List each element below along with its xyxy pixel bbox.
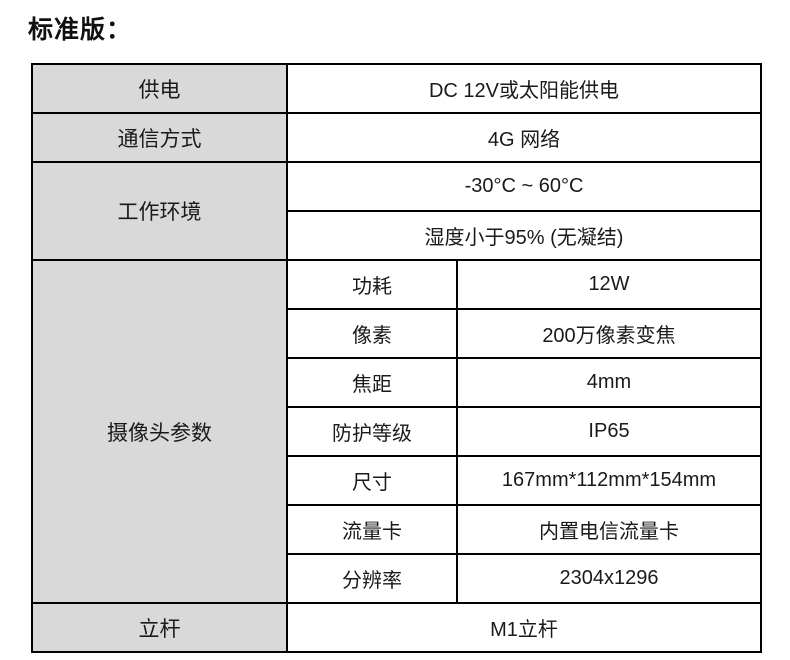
param-name-pixels: 像素 bbox=[286, 308, 458, 359]
row-value-temperature-range: -30°C ~ 60°C bbox=[286, 161, 762, 212]
param-name-power-consumption: 功耗 bbox=[286, 259, 458, 310]
table-row-camera-sim-card: 流量卡 内置电信流量卡 bbox=[32, 504, 762, 555]
table-row-camera-focal-length: 焦距 4mm bbox=[32, 357, 762, 408]
row-label-communication: 通信方式 bbox=[31, 112, 288, 163]
table-row-camera-pixels: 像素 200万像素变焦 bbox=[32, 308, 762, 359]
param-name-sim-card: 流量卡 bbox=[286, 504, 458, 555]
param-name-protection-rating: 防护等级 bbox=[286, 406, 458, 457]
table-row-camera-protection-rating: 防护等级 IP65 bbox=[32, 406, 762, 457]
row-label-environment: 工作环境 bbox=[31, 161, 288, 261]
param-value-focal-length: 4mm bbox=[456, 357, 762, 408]
row-label-power: 供电 bbox=[31, 63, 288, 114]
table-row-camera-resolution: 分辨率 2304x1296 bbox=[32, 553, 762, 604]
table-row-environment-humidity: 湿度小于95% (无凝结) bbox=[32, 210, 762, 261]
table-row-communication: 通信方式 4G 网络 bbox=[31, 112, 762, 163]
table-row-pole: 立杆 M1立杆 bbox=[31, 602, 762, 653]
param-name-focal-length: 焦距 bbox=[286, 357, 458, 408]
table-row-power: 供电 DC 12V或太阳能供电 bbox=[31, 63, 762, 114]
table-row-environment-temperature: 工作环境 -30°C ~ 60°C bbox=[31, 161, 762, 261]
row-label-camera-params: 摄像头参数 bbox=[31, 259, 288, 604]
row-value-pole: M1立杆 bbox=[286, 602, 762, 653]
page-title: 标准版： bbox=[28, 16, 133, 44]
param-value-sim-card: 内置电信流量卡 bbox=[456, 504, 762, 555]
param-value-protection-rating: IP65 bbox=[456, 406, 762, 457]
param-name-resolution: 分辨率 bbox=[286, 553, 458, 604]
param-value-power-consumption: 12W bbox=[456, 259, 762, 310]
row-value-humidity: 湿度小于95% (无凝结) bbox=[286, 210, 762, 261]
param-name-dimensions: 尺寸 bbox=[286, 455, 458, 506]
param-value-pixels: 200万像素变焦 bbox=[456, 308, 762, 359]
row-value-power: DC 12V或太阳能供电 bbox=[286, 63, 762, 114]
spec-table: 供电 DC 12V或太阳能供电 通信方式 4G 网络 工作环境 -30°C ~ … bbox=[31, 63, 762, 653]
table-row-camera-power-consumption: 摄像头参数 功耗 12W bbox=[31, 259, 762, 604]
row-label-pole: 立杆 bbox=[31, 602, 288, 653]
param-value-dimensions: 167mm*112mm*154mm bbox=[456, 455, 762, 506]
row-value-communication: 4G 网络 bbox=[286, 112, 762, 163]
table-row-camera-dimensions: 尺寸 167mm*112mm*154mm bbox=[32, 455, 762, 506]
param-value-resolution: 2304x1296 bbox=[456, 553, 762, 604]
